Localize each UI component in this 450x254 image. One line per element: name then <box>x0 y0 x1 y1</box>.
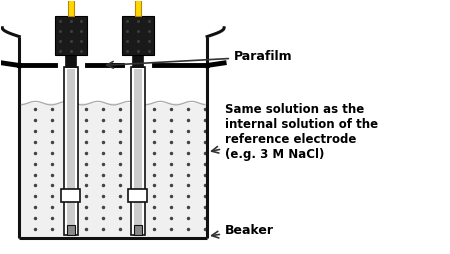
Bar <box>134 69 142 232</box>
Bar <box>130 67 145 235</box>
Bar <box>122 17 154 55</box>
Bar <box>63 67 78 235</box>
Bar <box>68 0 74 17</box>
Bar <box>54 17 87 55</box>
Bar <box>132 55 143 67</box>
Bar <box>67 69 75 232</box>
Text: Same solution as the
internal solution of the
reference electrode
(e.g. 3 M NaCl: Same solution as the internal solution o… <box>212 103 378 161</box>
Bar <box>19 103 207 237</box>
Bar <box>61 188 80 202</box>
Bar <box>134 225 142 235</box>
Bar <box>128 188 147 202</box>
Bar <box>67 225 75 235</box>
Bar <box>65 55 76 67</box>
Bar <box>135 0 141 17</box>
Text: Parafilm: Parafilm <box>107 50 292 68</box>
Text: Beaker: Beaker <box>212 224 274 238</box>
